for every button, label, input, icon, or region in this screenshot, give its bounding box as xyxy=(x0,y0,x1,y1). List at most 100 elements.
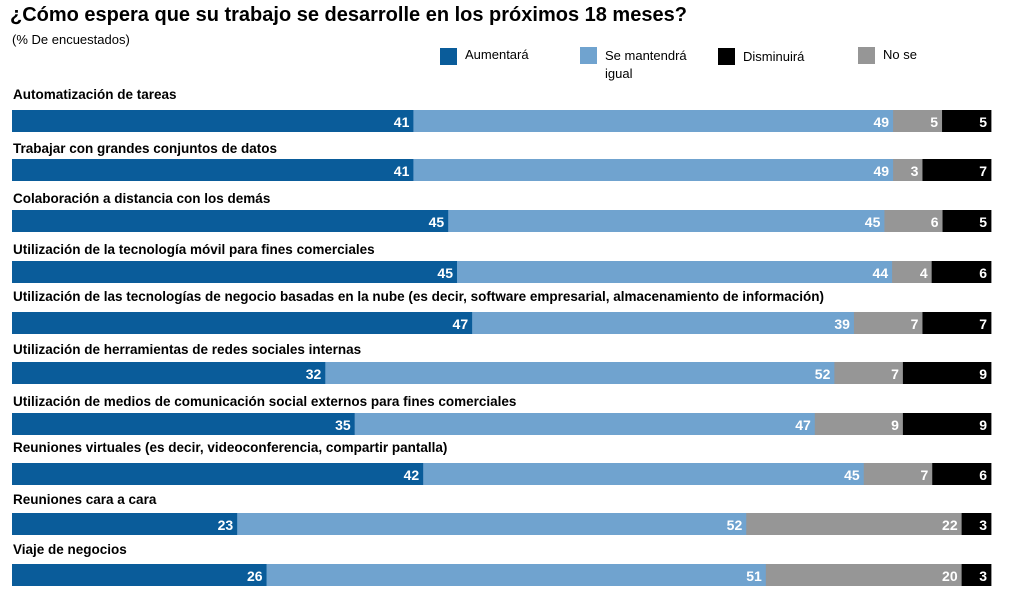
data-label: 9 xyxy=(891,417,899,433)
bar-segment-se-mantendra-igual xyxy=(237,513,747,535)
legend-swatch-disminuira xyxy=(718,48,735,65)
bar-segment-se-mantendra-igual xyxy=(266,564,767,586)
bar-segment-disminuira xyxy=(931,261,992,283)
data-label: 23 xyxy=(218,517,234,533)
data-label: 5 xyxy=(930,114,938,130)
bar-segment-no-se xyxy=(814,413,904,435)
data-label: 32 xyxy=(306,366,322,382)
data-label: 42 xyxy=(404,467,420,483)
bar-segment-no-se xyxy=(834,362,904,384)
bar-segment-se-mantendra-igual xyxy=(413,159,894,181)
data-label: 41 xyxy=(394,114,410,130)
bar-segment-no-se xyxy=(892,261,933,283)
bar-segment-aumentara xyxy=(12,362,326,384)
data-label: 7 xyxy=(891,366,899,382)
bar-segment-se-mantendra-igual xyxy=(413,110,894,132)
bar-segment-disminuira xyxy=(922,159,992,181)
bar-segment-aumentara xyxy=(12,159,414,181)
bar-segment-aumentara xyxy=(12,312,473,334)
bar-segment-se-mantendra-igual xyxy=(325,362,835,384)
category-label: Reuniones cara a cara xyxy=(13,492,157,507)
category-label: Trabajar con grandes conjuntos de datos xyxy=(13,141,277,156)
data-label: 45 xyxy=(865,214,881,230)
data-label: 52 xyxy=(815,366,831,382)
data-label: 45 xyxy=(844,467,860,483)
bar-segment-disminuira xyxy=(942,210,992,232)
bar-segment-se-mantendra-igual xyxy=(354,413,816,435)
data-label: 9 xyxy=(979,366,987,382)
bar-segment-aumentara xyxy=(12,564,267,586)
legend-item-se-mantendra-igual: Se mantendrá igual xyxy=(580,47,687,83)
data-label: 49 xyxy=(874,163,890,179)
bar-segment-disminuira xyxy=(932,463,992,485)
data-label: 4 xyxy=(920,265,928,281)
data-label: 45 xyxy=(437,265,453,281)
category-label: Utilización de las tecnologías de negoci… xyxy=(13,289,824,304)
bar-segment-disminuira xyxy=(902,413,992,435)
data-label: 9 xyxy=(979,417,987,433)
data-label: 5 xyxy=(979,114,987,130)
data-label: 7 xyxy=(920,467,928,483)
bar-segment-aumentara xyxy=(12,261,458,283)
bar-segment-disminuira xyxy=(961,513,992,535)
bar-segment-no-se xyxy=(884,210,943,232)
data-label: 3 xyxy=(911,163,919,179)
bar-segment-aumentara xyxy=(12,513,238,535)
data-label: 51 xyxy=(746,568,762,584)
bar-segment-se-mantendra-igual xyxy=(457,261,893,283)
bar-segment-aumentara xyxy=(12,110,414,132)
data-label: 39 xyxy=(834,316,850,332)
data-label: 7 xyxy=(979,316,987,332)
bar-segment-aumentara xyxy=(12,463,424,485)
bar-segment-no-se xyxy=(765,564,963,586)
data-label: 41 xyxy=(394,163,410,179)
category-label: Utilización de medios de comunicación so… xyxy=(13,394,516,409)
legend-label-aumentara: Aumentará xyxy=(465,47,529,62)
bar-segment-no-se xyxy=(893,110,943,132)
legend-item-aumentara: Aumentará xyxy=(440,46,529,65)
data-label: 7 xyxy=(979,163,987,179)
legend-swatch-aumentara xyxy=(440,48,457,65)
data-label: 47 xyxy=(453,316,469,332)
bar-segment-aumentara xyxy=(12,413,356,435)
legend-swatch-se-mantendra-igual xyxy=(580,47,597,64)
data-label: 52 xyxy=(727,517,743,533)
data-label: 6 xyxy=(979,265,987,281)
data-label: 49 xyxy=(874,114,890,130)
chart-title: ¿Cómo espera que su trabajo se desarroll… xyxy=(10,4,687,26)
bar-segment-se-mantendra-igual xyxy=(423,463,865,485)
legend-swatch-no-se xyxy=(858,47,875,64)
data-label: 5 xyxy=(979,214,987,230)
category-label: Viaje de negocios xyxy=(13,542,127,557)
legend-item-disminuira: Disminuirá xyxy=(718,47,804,66)
bar-segment-disminuira xyxy=(942,110,992,132)
category-label: Colaboración a distancia con los demás xyxy=(13,191,270,206)
legend-item-no-se: No se xyxy=(858,46,917,64)
bar-segment-se-mantendra-igual xyxy=(472,312,855,334)
bar-segment-aumentara xyxy=(12,210,449,232)
data-label: 3 xyxy=(979,568,987,584)
data-label: 7 xyxy=(911,316,919,332)
category-label: Utilización de herramientas de redes soc… xyxy=(13,342,361,357)
legend-label-se-mantendra-igual: Se mantendrá igual xyxy=(605,48,687,81)
bar-segment-disminuira xyxy=(961,564,992,586)
legend-label-disminuira: Disminuirá xyxy=(743,49,805,64)
data-label: 6 xyxy=(979,467,987,483)
legend-label-no-se: No se xyxy=(883,47,917,62)
data-label: 26 xyxy=(247,568,263,584)
bar-segment-no-se xyxy=(863,463,933,485)
data-label: 45 xyxy=(429,214,445,230)
bar-segment-no-se xyxy=(853,312,923,334)
bar-segment-disminuira xyxy=(902,362,992,384)
data-label: 6 xyxy=(931,214,939,230)
data-label: 35 xyxy=(335,417,351,433)
data-label: 44 xyxy=(873,265,889,281)
data-label: 3 xyxy=(979,517,987,533)
bar-segment-se-mantendra-igual xyxy=(448,210,885,232)
category-label: Reuniones virtuales (es decir, videoconf… xyxy=(13,440,447,455)
bar-segment-no-se xyxy=(893,159,923,181)
chart-subtitle: (% De encuestados) xyxy=(12,32,130,47)
category-label: Utilización de la tecnología móvil para … xyxy=(13,242,375,257)
data-label: 47 xyxy=(795,417,811,433)
